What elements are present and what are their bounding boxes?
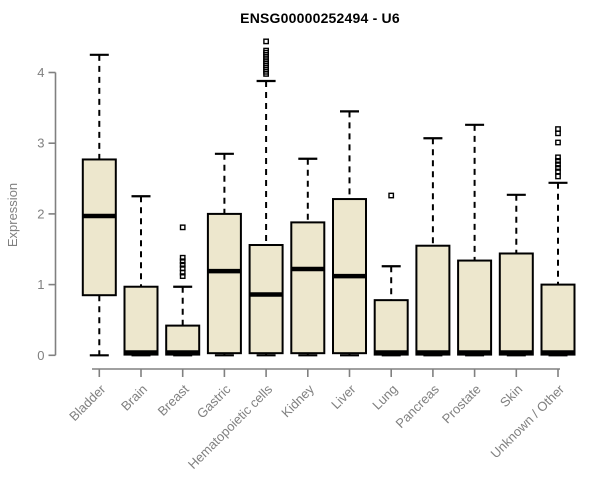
y-tick-label: 3 [37,136,44,151]
box-group [540,126,576,357]
outlier-point [555,130,561,137]
x-tick-label: Breast [155,381,192,418]
x-tick-label: Gastric [194,381,234,421]
outlier-point [388,192,395,199]
x-tick-label: Brain [118,382,150,414]
x-tick-label: Liver [328,381,359,412]
box-group [81,53,117,357]
iqr-box [540,283,576,356]
box-group [415,137,451,357]
box-group [290,157,326,357]
outlier-point [179,273,186,280]
chart-title: ENSG00000252494 - U6 [240,10,400,26]
x-tick-label: Unknown / Other [488,381,568,461]
x-tick-label: Pancreas [393,381,443,431]
outlier-point [179,269,186,276]
outlier-point [179,254,186,261]
iqr-box [415,244,451,356]
box-group [373,192,409,357]
outlier-point [263,38,269,45]
y-tick-label: 4 [37,65,44,80]
iqr-box [373,299,409,356]
iqr-box [457,259,493,356]
outlier-point [555,165,561,171]
x-tick-label: Kidney [278,381,317,420]
iqr-box [123,285,159,356]
iqr-box [81,158,117,297]
outlier-point [555,161,561,168]
box-group [332,110,367,357]
box-group [165,224,201,357]
iqr-box [498,252,534,356]
iqr-box [290,221,326,355]
outlier-point [555,154,561,161]
box-group [206,152,242,357]
y-tick-label: 0 [37,348,44,363]
box-group [123,195,159,357]
x-tick-label: Lung [369,382,400,413]
y-axis: 0 1 2 3 4 [37,65,57,363]
outlier-point [555,168,561,175]
y-tick-label: 1 [37,277,44,292]
outlier-point [179,258,186,265]
outlier-point [555,173,561,180]
x-tick-label: Prostate [439,382,484,427]
outlier-point [179,224,186,231]
box-group [248,38,284,357]
x-tick-label: Bladder [66,381,109,424]
outlier-point [179,261,186,268]
outlier-point [555,139,561,146]
x-tick-label: Skin [497,382,525,410]
iqr-box [248,244,284,355]
box-group [457,123,493,357]
box-group [498,193,534,357]
outlier-point [555,157,561,164]
y-tick-label: 2 [37,206,44,221]
outlier-point [263,71,269,77]
iqr-box [206,212,242,355]
